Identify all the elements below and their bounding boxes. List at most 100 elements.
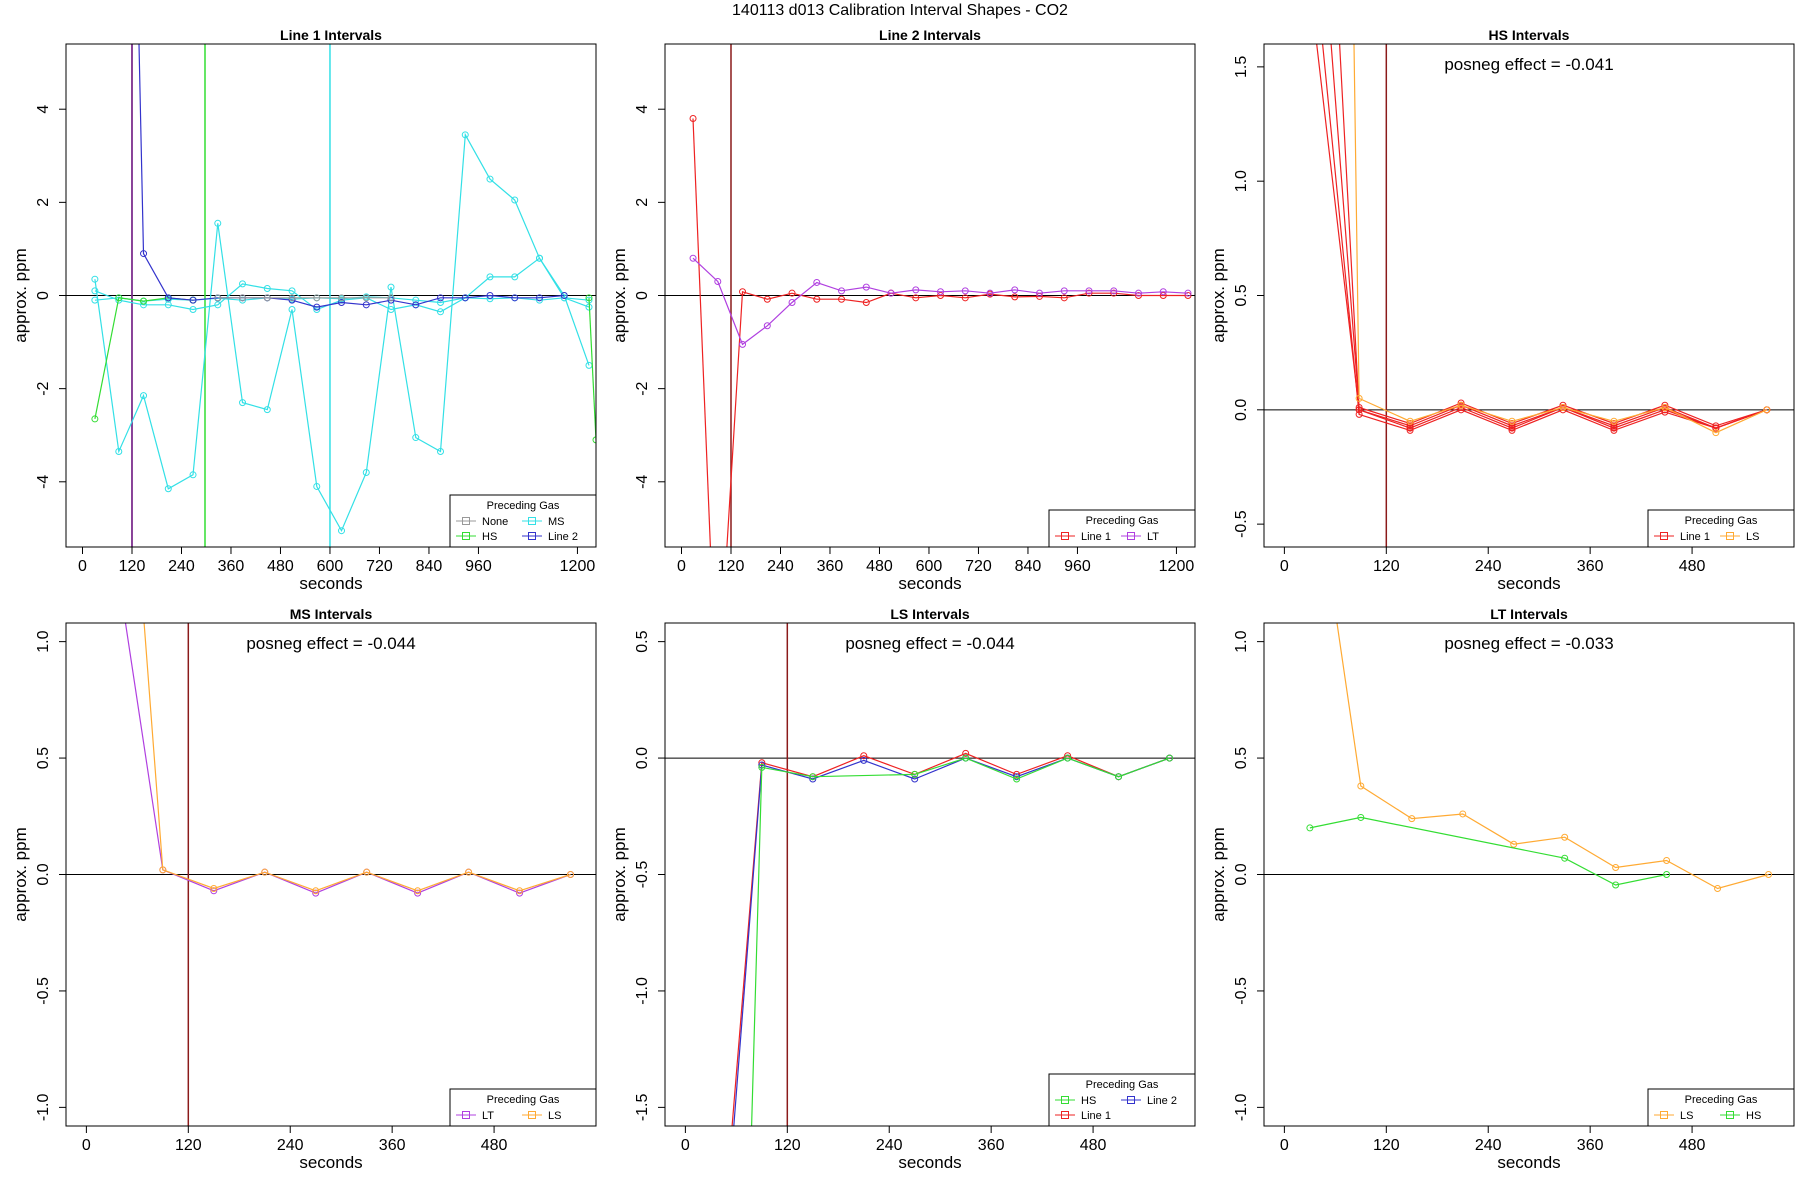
x-tick-label: 480 [267, 558, 294, 575]
series-line-line-1 [726, 291, 1188, 547]
data-point [516, 889, 524, 897]
plot-area [665, 44, 1195, 547]
legend-entry: LS [1746, 531, 1759, 543]
x-axis-label: seconds [299, 574, 362, 593]
x-tick-label: 240 [1475, 1137, 1502, 1154]
y-axis-label: approx. ppm [1209, 827, 1228, 922]
data-point [210, 887, 218, 895]
data-point [312, 889, 320, 897]
data-point [387, 283, 395, 291]
x-tick-label: 120 [774, 1137, 801, 1154]
y-tick-label: 0.5 [634, 630, 651, 652]
y-tick-label: -1.0 [1233, 1093, 1250, 1121]
data-point [1459, 810, 1467, 818]
x-tick-label: 0 [78, 558, 87, 575]
legend-entry: LT [1147, 531, 1159, 543]
y-tick-label: 2 [35, 198, 52, 207]
data-point [140, 392, 148, 400]
data-point [263, 294, 271, 302]
data-point [1085, 289, 1093, 297]
series-line-ms [94, 132, 590, 533]
data-point [1559, 404, 1567, 412]
legend-entry: HS [482, 531, 497, 543]
y-axis-label: approx. ppm [610, 827, 629, 922]
data-point [210, 884, 218, 892]
x-axis-label: seconds [1497, 574, 1560, 593]
y-tick-label: -1.5 [634, 1093, 651, 1121]
series-line-line-2 [733, 757, 1170, 1126]
legend-box [1647, 1088, 1795, 1127]
legend-title: Preceding Gas [1086, 515, 1159, 527]
data-point [1134, 289, 1142, 297]
data-point [239, 294, 247, 302]
series-line-lt [124, 623, 571, 894]
data-point [1661, 408, 1669, 416]
data-point [1060, 287, 1068, 295]
data-point [412, 296, 420, 304]
data-point [1612, 864, 1620, 872]
legend-entry: Line 1 [1081, 531, 1111, 543]
data-point [91, 296, 99, 304]
panel-title: LT Intervals [1490, 606, 1568, 622]
data-point [758, 763, 766, 771]
data-point [412, 434, 420, 442]
data-point [1184, 292, 1192, 299]
y-tick-label: -0.5 [634, 861, 651, 889]
series-line-line-1 [1316, 44, 1768, 429]
x-tick-label: 840 [1015, 558, 1042, 575]
data-point [1612, 881, 1620, 889]
data-point [461, 294, 469, 302]
x-tick-label: 0 [82, 1137, 91, 1154]
data-point [312, 887, 320, 895]
plot-frame [664, 622, 1196, 1127]
series-line-ls [1336, 623, 1769, 890]
data-point [1013, 773, 1021, 781]
plot-area [1264, 44, 1794, 547]
y-tick-label: 0 [634, 291, 651, 300]
legend-swatch-marker [1127, 1096, 1135, 1104]
data-point [288, 305, 296, 313]
data-point [860, 756, 868, 764]
data-point [140, 297, 148, 305]
data-point [189, 296, 197, 304]
x-tick-label: 360 [817, 558, 844, 575]
y-axis-label: approx. ppm [11, 248, 30, 343]
legend: Preceding Gas Line 1 LT [1048, 509, 1196, 548]
data-point [1508, 417, 1516, 425]
series-line-line-1 [1330, 44, 1767, 427]
data-point [1011, 286, 1019, 294]
panel-title: MS Intervals [290, 606, 373, 622]
data-point [1110, 289, 1118, 297]
legend-entry: LS [548, 1110, 561, 1122]
data-point [511, 273, 519, 281]
data-point [1610, 426, 1618, 434]
data-point [1508, 422, 1516, 430]
data-point [1115, 773, 1123, 781]
data-point [437, 294, 445, 302]
x-tick-label: 240 [767, 558, 794, 575]
data-point [1060, 294, 1068, 302]
legend-entry: HS [1081, 1095, 1096, 1107]
legend-entry: MS [548, 516, 565, 528]
panel-title: Line 2 Intervals [879, 27, 981, 43]
data-point [887, 289, 895, 297]
data-point [1610, 422, 1618, 430]
x-tick-label: 600 [317, 558, 344, 575]
x-axis-label: seconds [299, 1153, 362, 1172]
y-axis-label: approx. ppm [11, 827, 30, 922]
y-tick-label: 0.0 [35, 863, 52, 885]
legend-entry: Line 1 [1081, 1110, 1111, 1122]
legend: Preceding Gas LT LS [449, 1088, 597, 1127]
x-tick-label: 960 [465, 558, 492, 575]
data-point [140, 250, 148, 258]
data-point [1714, 884, 1722, 892]
data-point [1457, 401, 1465, 409]
x-tick-label: 0 [1280, 558, 1289, 575]
y-tick-label: -2 [35, 381, 52, 395]
data-point [1712, 429, 1720, 437]
data-point [1357, 782, 1365, 790]
data-point [387, 305, 395, 313]
data-point [1306, 824, 1314, 832]
data-point [263, 406, 271, 414]
